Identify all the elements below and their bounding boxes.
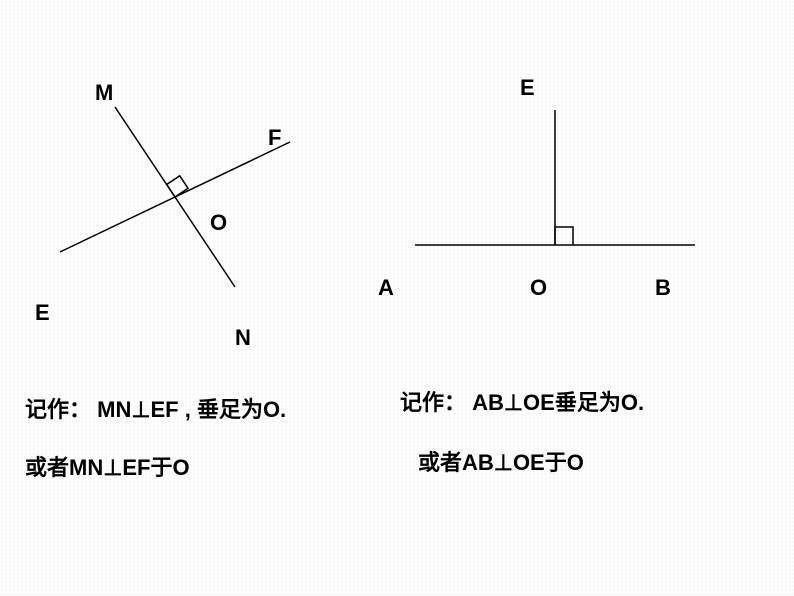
label-f-left: F	[268, 125, 281, 151]
right-angle-right	[555, 227, 573, 245]
caption-right-2: 或者AB⊥OE于O	[418, 445, 584, 477]
label-m-left: M	[95, 80, 113, 106]
caption-left-2: 或者MN⊥EF于O	[25, 450, 190, 482]
label-n-left: N	[235, 325, 251, 351]
right-angle-left	[167, 176, 188, 197]
label-e-left: E	[35, 300, 50, 326]
label-o-left: O	[210, 210, 227, 236]
label-a-right: A	[378, 275, 394, 301]
label-e-right: E	[520, 75, 535, 101]
label-o-right: O	[530, 275, 547, 301]
label-b-right: B	[655, 275, 671, 301]
geometry-canvas	[0, 0, 794, 596]
caption-left-1: 记作： MN⊥EF , 垂足为O.	[25, 392, 286, 424]
caption-right-1: 记作： AB⊥OE垂足为O.	[400, 385, 644, 417]
